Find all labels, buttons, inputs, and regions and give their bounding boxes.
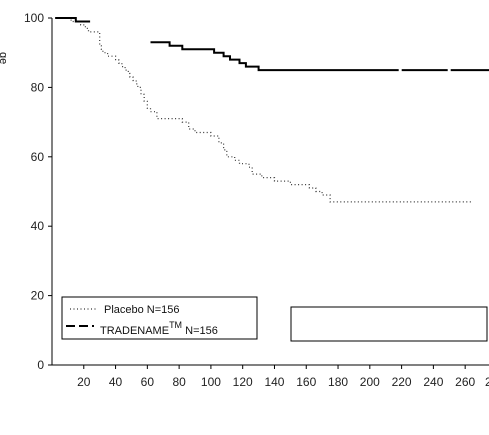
x-tick-label-partial: 2 [485, 375, 489, 389]
x-tick-label: 260 [455, 375, 475, 389]
x-tick-label: 220 [392, 375, 412, 389]
y-tick-label: 100 [24, 11, 44, 25]
y-tick-label: 40 [31, 219, 45, 233]
x-tick-label: 240 [423, 375, 443, 389]
series-layer [55, 17, 489, 203]
y-ticks: 0 20 40 60 80 100 [24, 11, 52, 372]
series-line-tradename [55, 17, 91, 23]
y-tick-label: 80 [31, 80, 45, 94]
plot-area [51, 18, 489, 366]
series-line-placebo [55, 17, 472, 203]
legend-label-tradename-suffix: N=156 [182, 325, 218, 337]
series-line-tradename [150, 41, 489, 72]
x-tick-label: 60 [141, 375, 155, 389]
x-tick-label: 120 [233, 375, 253, 389]
annotation-box [290, 306, 488, 342]
y-tick-label: 0 [37, 358, 44, 372]
y-axis-label: ge [0, 52, 9, 64]
legend-box [61, 296, 258, 340]
legend: Placebo N=156 TRADENAMETM N=156 [61, 296, 258, 340]
legend-label-placebo: Placebo N=156 [104, 304, 180, 316]
legend-label-tradename-sup: TM [169, 320, 182, 330]
legend-label-tradename-main: TRADENAME [100, 325, 169, 337]
x-tick-label: 80 [172, 375, 186, 389]
y-tick-label: 60 [31, 150, 45, 164]
x-tick-label: 160 [296, 375, 316, 389]
x-tick-label: 20 [77, 375, 91, 389]
x-tick-label: 100 [201, 375, 221, 389]
x-tick-label: 140 [264, 375, 284, 389]
x-tick-label: 180 [328, 375, 348, 389]
x-tick-label: 40 [109, 375, 123, 389]
x-tick-label: 200 [360, 375, 380, 389]
y-tick-label: 20 [31, 289, 45, 303]
x-ticks: 20 40 60 80 100 120 140 160 180 200 220 240 260 2 [77, 365, 489, 389]
legend-label-tradename: TRADENAMETM N=156 [100, 320, 218, 337]
